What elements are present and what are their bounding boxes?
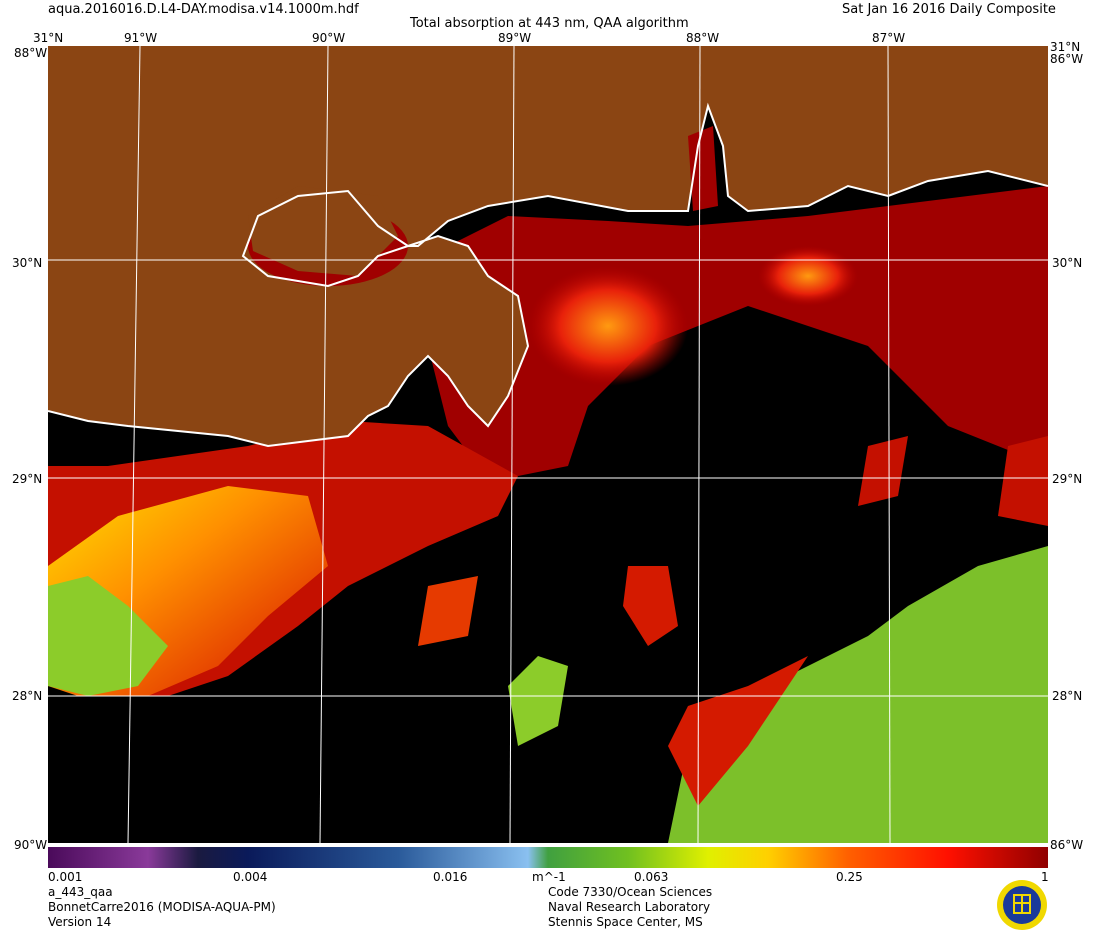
corner-lon-bottom-right: 86°W bbox=[1050, 838, 1084, 852]
composite-date: Sat Jan 16 2016 Daily Composite bbox=[842, 2, 1056, 17]
corner-lat-top-right: 31°N bbox=[1050, 40, 1081, 54]
version-label: Version 14 bbox=[48, 915, 112, 929]
mobile-bay bbox=[688, 126, 718, 211]
lon-label-88: 88°W bbox=[686, 31, 720, 45]
streak bbox=[858, 436, 908, 506]
absorption-map bbox=[48, 46, 1048, 843]
nrl-seal-icon bbox=[997, 880, 1047, 930]
west-green-patch bbox=[48, 576, 168, 696]
lat-label-29-right: 29°N bbox=[1052, 472, 1083, 486]
colorbar-tick-5: 1 bbox=[1041, 870, 1049, 884]
org-location: Stennis Space Center, MS bbox=[548, 915, 703, 929]
land bbox=[48, 46, 1048, 446]
streak bbox=[418, 576, 478, 646]
org-name: Naval Research Laboratory bbox=[548, 900, 711, 914]
colorbar-tick-3: 0.063 bbox=[634, 870, 669, 884]
streak bbox=[998, 436, 1048, 526]
colorbar-tick-1: 0.004 bbox=[233, 870, 268, 884]
lon-label-91: 91°W bbox=[124, 31, 158, 45]
map-title: Total absorption at 443 nm, QAA algorith… bbox=[410, 16, 689, 31]
south-central-green bbox=[508, 656, 568, 746]
southeast-red-fringe bbox=[668, 656, 808, 806]
filename-label: aqua.2016016.D.L4-DAY.modisa.v14.1000m.h… bbox=[48, 2, 359, 17]
lat-label-29-left: 29°N bbox=[12, 472, 43, 486]
land-inner bbox=[248, 186, 398, 276]
lat-label-30-left: 30°N bbox=[12, 256, 43, 270]
graticule bbox=[48, 46, 1048, 843]
lat-label-28-right: 28°N bbox=[1052, 689, 1083, 703]
coastline bbox=[48, 102, 1048, 448]
delta-plume bbox=[528, 266, 688, 386]
lat-label-28-left: 28°N bbox=[12, 689, 43, 703]
corner-lon-bottom-left: 90°W bbox=[14, 838, 48, 852]
lon-label-90: 90°W bbox=[312, 31, 346, 45]
colorbar-tick-0: 0.001 bbox=[48, 870, 83, 884]
corner-lon-top-right: 86°W bbox=[1050, 52, 1084, 66]
colorbar bbox=[48, 847, 1048, 868]
product-name: a_443_qaa bbox=[48, 885, 113, 899]
lat-label-30-right: 30°N bbox=[1052, 256, 1083, 270]
corner-lat-top-left: 31°N bbox=[33, 31, 64, 45]
colorbar-unit: m^-1 bbox=[532, 870, 566, 884]
southeast-green-area bbox=[668, 546, 1048, 843]
colorbar-tick-2: 0.016 bbox=[433, 870, 468, 884]
lon-label-87: 87°W bbox=[872, 31, 906, 45]
streak bbox=[623, 566, 678, 646]
shelf-water bbox=[428, 186, 1048, 476]
mobile-plume bbox=[758, 246, 858, 306]
dataset-name: BonnetCarre2016 (MODISA-AQUA-PM) bbox=[48, 900, 276, 914]
corner-lon-top-left: 88°W bbox=[14, 46, 48, 60]
colorbar-tick-4: 0.25 bbox=[836, 870, 863, 884]
lon-label-89: 89°W bbox=[498, 31, 532, 45]
org-code: Code 7330/Ocean Sciences bbox=[548, 885, 713, 899]
